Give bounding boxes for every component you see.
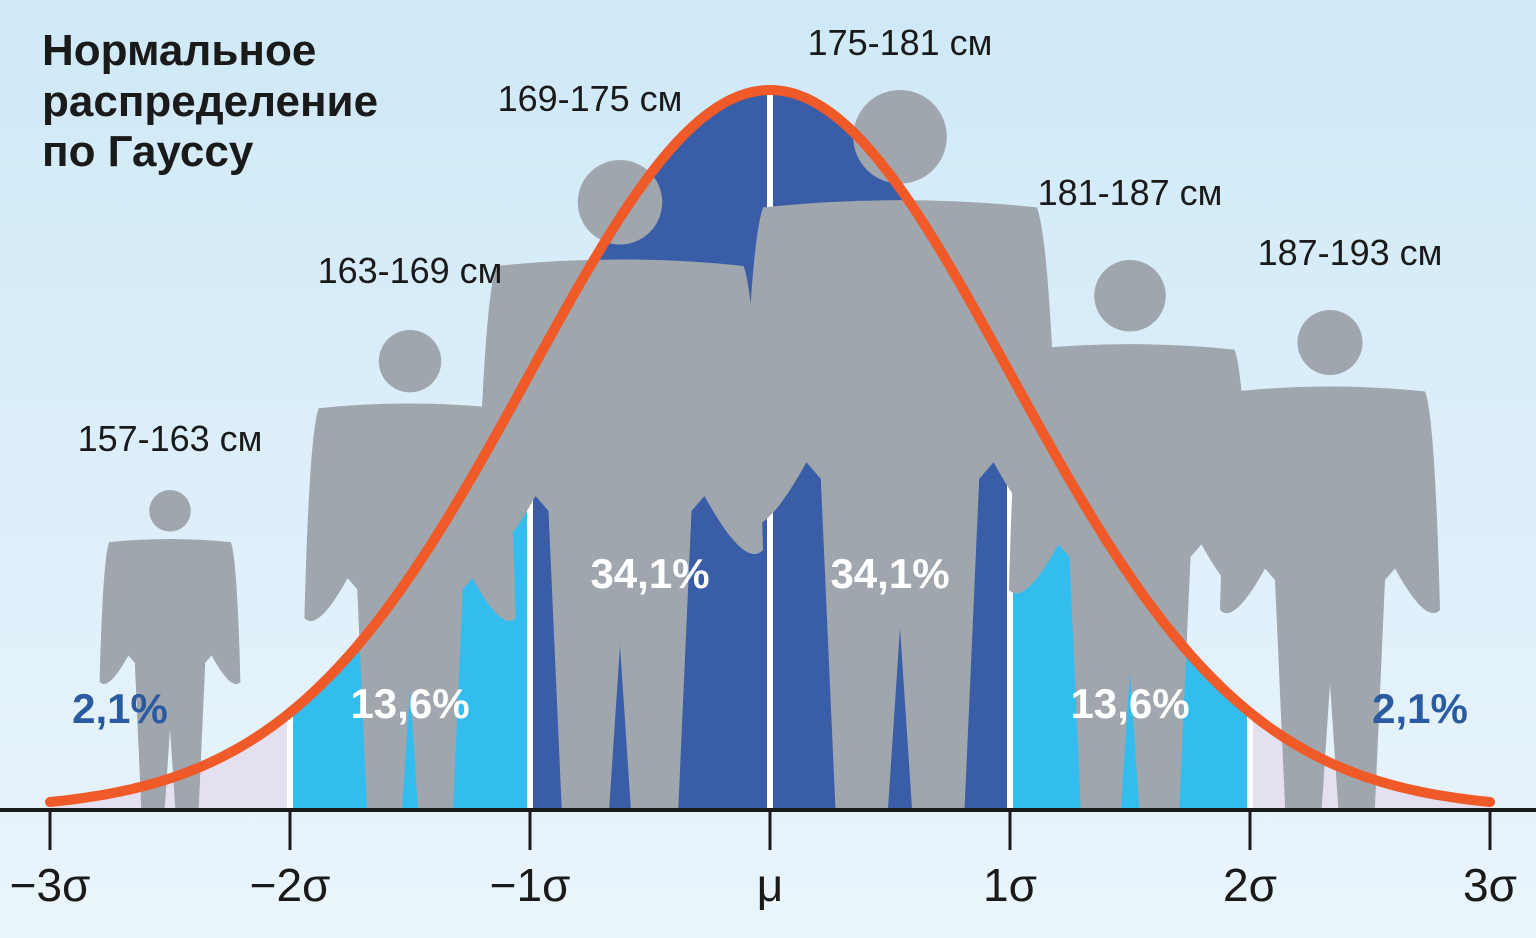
tick-label: −1σ: [490, 858, 571, 912]
range-label: 187-193 см: [1258, 232, 1443, 274]
range-label: 163-169 см: [318, 250, 503, 292]
percent-label: 13,6%: [350, 680, 469, 728]
percent-label: 2,1%: [72, 685, 168, 733]
tick-label: μ: [757, 858, 784, 912]
percent-label: 34,1%: [590, 550, 709, 598]
range-label: 169-175 см: [498, 78, 683, 120]
tick-label: −2σ: [250, 858, 331, 912]
tick-label: −3σ: [10, 858, 91, 912]
tick-label: 1σ: [983, 858, 1037, 912]
range-label: 175-181 см: [808, 22, 993, 64]
percent-label: 13,6%: [1070, 680, 1189, 728]
percent-label: 2,1%: [1372, 685, 1468, 733]
percent-label: 34,1%: [830, 550, 949, 598]
range-label: 157-163 см: [78, 418, 263, 460]
tick-label: 2σ: [1223, 858, 1277, 912]
chart-title: Нормальное распределение по Гауссу: [42, 26, 378, 178]
range-label: 181-187 см: [1038, 172, 1223, 214]
tick-label: 3σ: [1463, 858, 1517, 912]
gaussian-infographic: Нормальное распределение по Гауссу −3σ −2σ…: [0, 0, 1536, 938]
